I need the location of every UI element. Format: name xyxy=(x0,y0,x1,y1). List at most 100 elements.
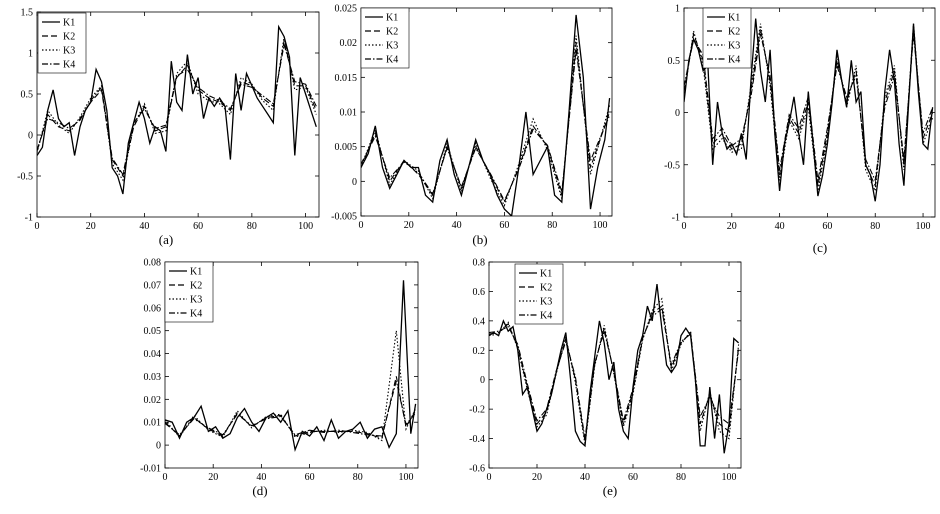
series-line-k1 xyxy=(37,24,317,195)
legend-label-k3: K3 xyxy=(728,41,740,52)
y-tick-label: 1 xyxy=(28,49,33,60)
x-tick-label: 20 xyxy=(727,221,737,232)
series-line-k2 xyxy=(489,305,740,442)
y-tick-label: 0.07 xyxy=(144,280,162,291)
x-tick-label: 100 xyxy=(722,472,737,483)
legend-label-k2: K2 xyxy=(728,27,740,38)
y-tick-label: 0.05 xyxy=(144,326,162,337)
y-tick-label: -0.01 xyxy=(140,464,161,475)
legend-box xyxy=(360,7,410,69)
x-tick-label: 20 xyxy=(208,472,218,483)
legend-label-k3: K3 xyxy=(386,41,398,52)
y-tick-label: 0 xyxy=(480,375,485,386)
legend-label-k2: K2 xyxy=(63,32,75,43)
x-tick-label: 100 xyxy=(593,220,608,231)
x-tick-label: 60 xyxy=(305,472,315,483)
x-tick-label: 40 xyxy=(775,221,785,232)
x-tick-label: 60 xyxy=(822,221,832,232)
x-tick-label: 80 xyxy=(353,472,363,483)
x-tick-label: 20 xyxy=(532,472,542,483)
legend-label-k4: K4 xyxy=(190,309,202,320)
legend-label-k4: K4 xyxy=(728,55,740,66)
legend-label-k1: K1 xyxy=(190,267,202,278)
x-tick-label: 0 xyxy=(487,472,492,483)
plot-frame xyxy=(164,261,419,469)
panel-caption: (d) xyxy=(252,483,267,498)
y-tick-label: 0.025 xyxy=(335,4,358,15)
x-tick-label: 0 xyxy=(35,221,40,232)
y-tick-label: 0 xyxy=(28,131,33,142)
legend-box xyxy=(514,263,564,325)
series-line-k4 xyxy=(361,49,611,202)
y-tick-label: 0.5 xyxy=(21,90,34,101)
y-tick-label: 0.01 xyxy=(340,108,358,119)
x-tick-label: 60 xyxy=(193,221,203,232)
y-tick-label: 0.01 xyxy=(144,418,162,429)
legend: K1 K2 K3 K4 xyxy=(37,12,87,74)
y-tick-label: 1.5 xyxy=(21,8,34,19)
legend-label-k1: K1 xyxy=(728,13,740,24)
y-tick-label: 0.015 xyxy=(335,73,358,84)
y-tick-label: 0.02 xyxy=(340,38,358,49)
legend: K1 K2 K3 K4 xyxy=(360,7,410,69)
series-line-k3 xyxy=(684,23,934,193)
series-line-k3 xyxy=(165,330,417,442)
x-tick-label: 100 xyxy=(398,472,413,483)
y-tick-label: 1 xyxy=(675,4,680,15)
legend-box xyxy=(702,7,752,69)
series-line-k3 xyxy=(37,36,317,182)
legend-label-k2: K2 xyxy=(386,27,398,38)
y-tick-label: 0.8 xyxy=(473,258,486,269)
legend-box xyxy=(37,12,87,74)
x-tick-label: 20 xyxy=(404,220,414,231)
y-tick-label: 0.02 xyxy=(144,395,162,406)
series-line-k4 xyxy=(165,380,417,437)
y-tick-label: 0.4 xyxy=(473,316,486,327)
series-line-k4 xyxy=(37,44,317,176)
y-tick-label: -0.005 xyxy=(331,212,357,223)
x-tick-label: 80 xyxy=(247,221,257,232)
plot-frame xyxy=(36,11,320,218)
x-tick-label: 80 xyxy=(870,221,880,232)
y-tick-label: 0.08 xyxy=(144,258,162,269)
legend-label-k3: K3 xyxy=(540,297,552,308)
x-tick-label: 80 xyxy=(547,220,557,231)
series-line-k4 xyxy=(489,308,740,439)
y-tick-label: 0 xyxy=(156,441,161,452)
legend-label-k1: K1 xyxy=(63,18,75,29)
legend-label-k2: K2 xyxy=(190,281,202,292)
x-tick-label: 40 xyxy=(139,221,149,232)
x-tick-label: 60 xyxy=(628,472,638,483)
x-tick-label: 40 xyxy=(256,472,266,483)
y-tick-label: 0.005 xyxy=(335,142,358,153)
legend-label-k3: K3 xyxy=(190,295,202,306)
x-tick-label: 100 xyxy=(916,221,931,232)
x-tick-label: 20 xyxy=(86,221,96,232)
legend-label-k4: K4 xyxy=(540,311,552,322)
x-tick-label: 60 xyxy=(499,220,509,231)
y-tick-label: 0.5 xyxy=(668,56,681,67)
chart-panel-1: 0 20 40 60 80 100 -1 -0.5 0 0.5 1 1.5 K1 K2 K3 K4 (a) xyxy=(17,8,320,247)
panel-caption: (a) xyxy=(159,232,173,247)
x-tick-label: 0 xyxy=(682,221,687,232)
x-tick-label: 100 xyxy=(298,221,313,232)
series-line-k2 xyxy=(165,376,417,439)
y-tick-label: -1 xyxy=(672,213,680,224)
legend-box xyxy=(164,261,214,323)
legend-label-k2: K2 xyxy=(540,283,552,294)
panel-caption: (b) xyxy=(472,232,487,247)
y-tick-label: 0.06 xyxy=(144,303,162,314)
legend: K1 K2 K3 K4 xyxy=(164,261,214,323)
x-tick-label: 80 xyxy=(676,472,686,483)
x-tick-label: 40 xyxy=(452,220,462,231)
x-tick-label: 40 xyxy=(580,472,590,483)
x-tick-label: 0 xyxy=(359,220,364,231)
y-tick-label: -0.5 xyxy=(17,172,33,183)
y-tick-label: -1 xyxy=(25,213,33,224)
y-tick-label: 0.2 xyxy=(473,346,486,357)
panel-caption: (e) xyxy=(603,483,617,498)
legend-label-k3: K3 xyxy=(63,46,75,57)
series-line-k4 xyxy=(684,33,934,183)
y-tick-label: 0.04 xyxy=(144,349,162,360)
